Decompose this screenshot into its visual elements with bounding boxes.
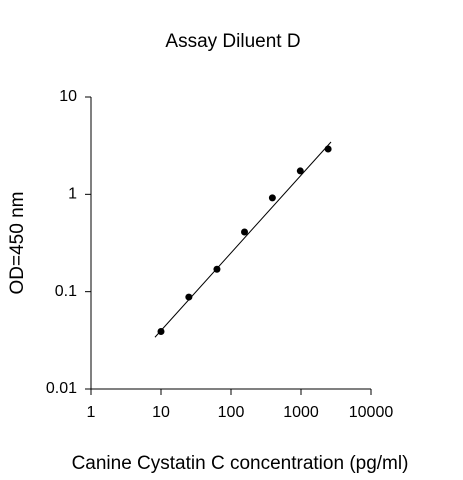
point [268, 194, 276, 202]
point [157, 327, 165, 335]
x-tick-label: 10 [152, 404, 170, 421]
y-axis-label: OD=450 nm [7, 192, 28, 295]
point [241, 228, 249, 236]
x-tick-label: 1 [87, 404, 96, 421]
y-tick-label: 0.01 [46, 380, 77, 397]
chart-title: Assay Diluent D [165, 31, 300, 52]
x-tick-label: 1000 [283, 404, 319, 421]
point [324, 145, 332, 153]
y-tick-label: 1 [68, 186, 77, 203]
y-tick-label: 10 [59, 88, 77, 105]
x-tick-label: 10000 [349, 404, 394, 421]
point [296, 167, 304, 175]
fit-line [154, 141, 332, 338]
x-axis-label: Canine Cystatin C concentration (pg/ml) [72, 453, 409, 474]
point [213, 265, 221, 273]
x-tick-label: 100 [218, 404, 245, 421]
point [185, 293, 193, 301]
y-tick-label: 0.1 [55, 283, 77, 300]
